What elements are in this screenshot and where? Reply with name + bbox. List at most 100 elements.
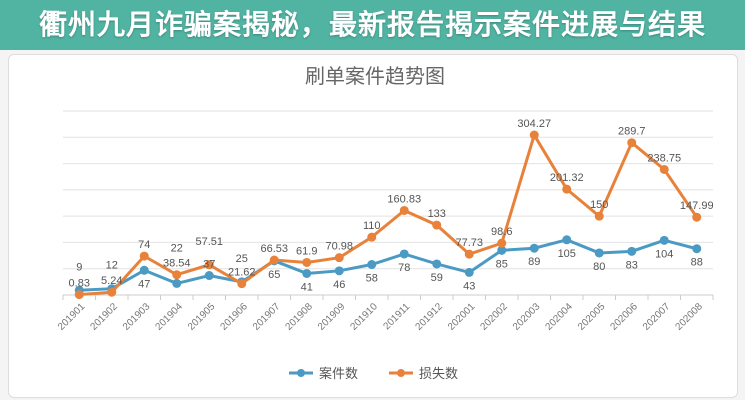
data-point	[464, 249, 474, 259]
data-point	[367, 260, 377, 270]
data-point	[237, 279, 247, 289]
data-label: 147.99	[680, 200, 714, 212]
data-label: 88	[691, 257, 703, 269]
data-label: 5.24	[101, 275, 122, 287]
data-point	[432, 220, 442, 230]
x-tick-label: 202003	[511, 301, 543, 333]
data-point	[334, 266, 344, 276]
x-tick-label: 202001	[446, 301, 478, 333]
chart-card: 刷单案件趋势图 201901 201902 201903 201904 201905 20…	[8, 54, 738, 398]
data-label: 25	[236, 253, 248, 265]
data-label: 61.9	[296, 245, 317, 257]
x-tick-label: 202008	[673, 301, 705, 333]
data-label: 89	[528, 256, 540, 268]
legend-label: 案件数	[319, 366, 358, 381]
legend-marker	[297, 369, 305, 377]
data-point	[107, 287, 117, 297]
data-point	[172, 270, 182, 280]
data-label: 78	[398, 262, 410, 274]
data-point	[627, 138, 637, 148]
data-label: 150	[590, 199, 608, 211]
data-point	[204, 260, 214, 270]
data-label: 46	[333, 279, 345, 291]
x-tick-label: 201908	[283, 301, 315, 333]
x-tick-label: 202002	[478, 301, 510, 333]
legend-marker	[397, 369, 405, 377]
data-point	[497, 245, 507, 255]
data-label: 133	[428, 208, 446, 220]
x-tick-label: 201906	[218, 301, 250, 333]
data-point	[367, 232, 377, 242]
x-tick-label: 202006	[608, 301, 640, 333]
x-tick-label: 201911	[382, 301, 413, 332]
data-label: 43	[463, 280, 475, 292]
data-point	[172, 278, 182, 288]
x-tick-label: 201901	[56, 301, 88, 333]
data-label: 12	[106, 260, 118, 272]
data-label: 98.6	[491, 226, 512, 238]
data-point	[302, 268, 312, 278]
x-tick-label: 201903	[121, 301, 153, 333]
legend-label: 损失数	[419, 366, 458, 381]
data-point	[562, 184, 572, 194]
data-point	[594, 211, 604, 221]
data-label: 83	[626, 259, 638, 271]
series-line	[79, 238, 698, 292]
data-point	[302, 257, 312, 267]
data-point	[692, 244, 702, 254]
x-tick-label: 201902	[88, 301, 120, 333]
data-point	[529, 243, 539, 253]
data-label: 0.83	[69, 278, 90, 290]
chart-title: 刷单案件趋势图	[305, 65, 445, 88]
data-label: 65	[268, 269, 280, 281]
data-point	[659, 235, 669, 245]
data-point	[497, 238, 507, 248]
data-point	[334, 253, 344, 263]
series-line	[79, 131, 698, 297]
data-label: 77.73	[455, 237, 483, 249]
data-point	[399, 249, 409, 259]
data-label: 58	[366, 273, 378, 285]
data-label: 41	[301, 281, 313, 293]
x-tick-label: 201910	[348, 301, 380, 333]
data-label: 160.83	[387, 193, 421, 205]
data-label: 304.27	[517, 118, 551, 130]
data-label: 105	[558, 248, 576, 260]
data-label: 21.62	[228, 267, 256, 279]
x-tick-label: 202004	[543, 301, 575, 333]
data-label: 57.51	[195, 236, 223, 248]
data-label: 37	[203, 259, 215, 271]
data-label: 59	[431, 272, 443, 284]
data-label: 9	[76, 261, 82, 273]
data-point	[464, 267, 474, 277]
x-tick-label: 201912	[413, 301, 445, 333]
data-point	[74, 290, 84, 300]
x-tick-label: 202007	[641, 301, 673, 333]
data-point	[529, 130, 539, 140]
data-point	[594, 248, 604, 258]
data-point	[269, 255, 279, 265]
x-tick-label: 201907	[251, 301, 283, 333]
x-tick-label: 201905	[186, 301, 218, 333]
data-label: 85	[496, 258, 508, 270]
data-label: 80	[593, 261, 605, 273]
x-tick-label: 201909	[316, 301, 348, 333]
data-label: 74	[138, 239, 150, 251]
data-label: 22	[171, 242, 183, 254]
data-point	[399, 205, 409, 215]
x-tick-label: 202005	[576, 301, 608, 333]
data-point	[659, 164, 669, 174]
headline-text: 衢州九月诈骗案揭秘，最新报告揭示案件进展与结果	[38, 8, 706, 41]
data-point	[139, 251, 149, 261]
data-point	[562, 235, 572, 245]
data-label: 70.98	[325, 241, 353, 253]
data-label: 238.75	[647, 152, 681, 164]
data-label: 104	[655, 248, 673, 260]
headline-banner: 衢州九月诈骗案揭秘，最新报告揭示案件进展与结果	[0, 0, 745, 50]
data-point	[692, 212, 702, 222]
data-label: 110	[363, 220, 381, 232]
data-point	[139, 265, 149, 275]
data-label: 38.54	[163, 258, 191, 270]
data-label: 289.7	[618, 126, 646, 138]
data-point	[204, 271, 214, 281]
